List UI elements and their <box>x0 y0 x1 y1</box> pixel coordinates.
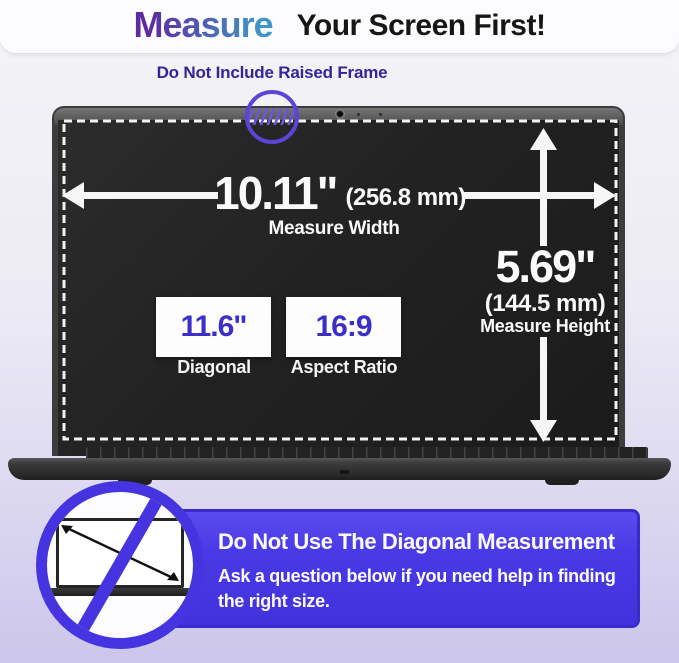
laptop-base <box>8 458 671 480</box>
diagonal-value-box: 11.6" <box>156 297 271 357</box>
height-arrow-shaft <box>540 337 547 424</box>
width-arrow-shaft <box>80 192 218 199</box>
mini-laptop-base <box>47 588 193 596</box>
height-metric: (144.5 mm) <box>484 290 606 317</box>
raised-frame-highlight-icon <box>245 90 299 144</box>
diagonal-value: 11.6" <box>180 310 248 343</box>
measure-dashed-outline <box>62 119 618 441</box>
width-label: Measure Width <box>268 218 400 239</box>
hatch-pattern <box>249 108 295 125</box>
mic-dot-icon <box>357 113 360 116</box>
laptop-lid <box>52 106 625 456</box>
warning-text: Ask a question below if you need help in… <box>218 564 623 614</box>
width-metric: (256.8 mm) <box>345 184 467 211</box>
laptop-screen <box>58 120 619 456</box>
aspect-ratio-value: 16:9 <box>315 310 372 343</box>
width-value: 10.11" <box>214 167 338 219</box>
aspect-ratio-value-box: 16:9 <box>286 297 401 357</box>
height-arrow-shaft <box>540 146 547 246</box>
warning-banner: Do Not Use The Diagonal Measurement Ask … <box>158 509 640 628</box>
diagonal-label: Diagonal <box>177 357 251 377</box>
no-diagonal-icon <box>36 481 204 649</box>
width-measurement: 10.11" (256.8 mm) <box>165 166 515 220</box>
warning-line2: the right size. <box>218 591 330 611</box>
latch-notch <box>340 470 349 474</box>
height-label: Measure Height <box>480 316 610 336</box>
laptop-foot <box>545 479 579 485</box>
raised-frame-note: Do Not Include Raised Frame <box>156 63 388 82</box>
page-title: Your Screen First! <box>296 8 546 42</box>
aspect-ratio-label: Aspect Ratio <box>290 357 398 377</box>
mic-dot-icon <box>379 113 382 116</box>
laptop-keyboard-deck <box>86 447 648 460</box>
height-measurement: 5.69" (144.5 mm) Measure Height <box>445 243 645 337</box>
height-value: 5.69" <box>495 241 597 292</box>
webcam-icon <box>335 109 345 119</box>
title-accent: Measure <box>134 4 274 50</box>
warning-line1: Ask a question below if you need help in… <box>218 566 616 586</box>
page-header: Measure Your Screen First! <box>0 0 679 54</box>
warning-title: Do Not Use The Diagonal Measurement <box>218 529 615 554</box>
width-arrow-shaft <box>462 192 596 199</box>
